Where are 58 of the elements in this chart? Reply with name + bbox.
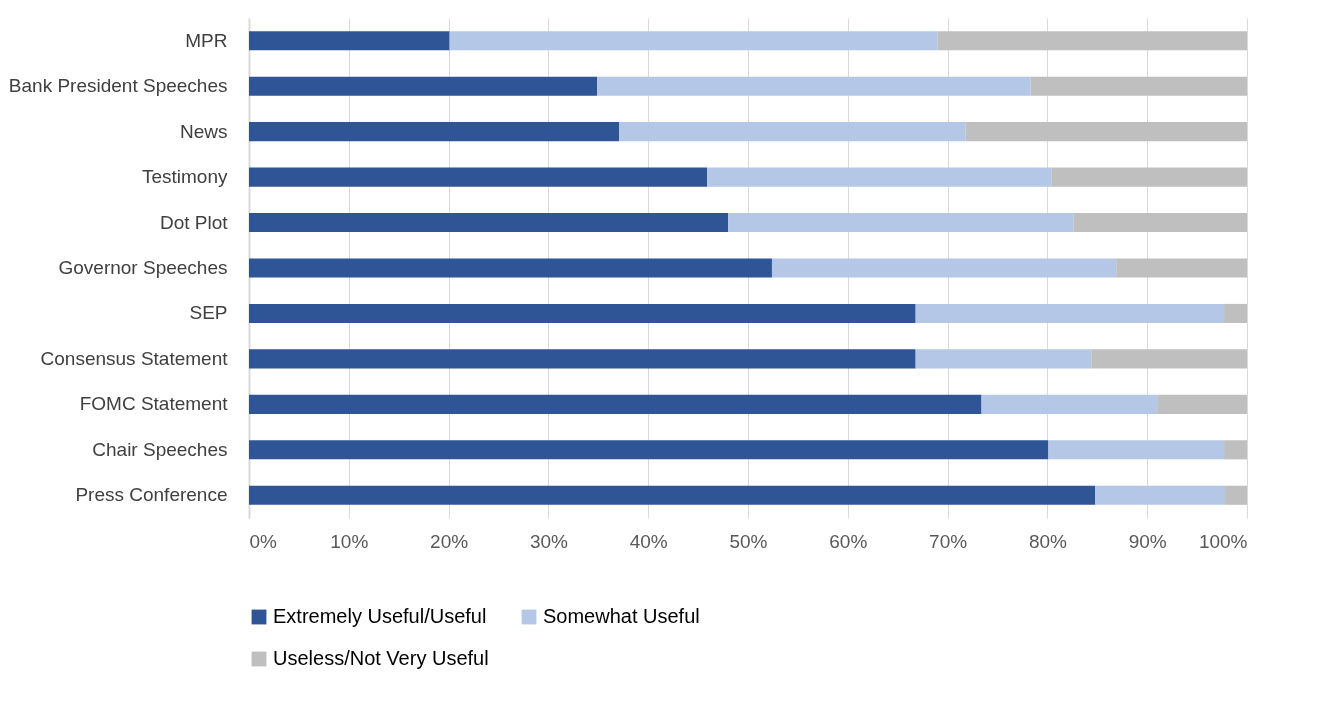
bar bbox=[1224, 440, 1247, 460]
x-tick-label: 30% bbox=[529, 530, 569, 552]
bar bbox=[249, 303, 916, 323]
bar bbox=[728, 213, 1074, 233]
bar bbox=[1091, 349, 1247, 369]
bar bbox=[249, 258, 772, 278]
y-tick-label: Chair Speeches bbox=[92, 438, 228, 460]
bar bbox=[1051, 167, 1247, 187]
legend-label: Somewhat Useful bbox=[543, 605, 700, 627]
bar bbox=[449, 31, 938, 51]
bar bbox=[249, 485, 1096, 505]
bar bbox=[249, 440, 1049, 460]
bar bbox=[1116, 258, 1247, 278]
bar bbox=[249, 76, 598, 96]
x-tick-label: 100% bbox=[1198, 530, 1248, 552]
bar bbox=[915, 303, 1225, 323]
y-tick-label: Governor Speeches bbox=[58, 257, 228, 278]
bar bbox=[619, 122, 966, 142]
x-tick-label: 90% bbox=[1128, 530, 1167, 552]
y-tick-label: Press Conference bbox=[75, 484, 228, 506]
x-tick-label: 50% bbox=[729, 530, 768, 552]
bar bbox=[1224, 303, 1247, 323]
legend-label: Extremely Useful/Useful bbox=[273, 605, 487, 627]
y-tick-label: News bbox=[179, 120, 228, 142]
y-tick-label: Testimony bbox=[141, 166, 228, 188]
bar bbox=[937, 31, 1247, 51]
bar bbox=[1095, 485, 1226, 505]
bar bbox=[249, 394, 982, 414]
bar bbox=[915, 349, 1092, 369]
y-tick-label: Consensus Statement bbox=[40, 347, 229, 369]
bar bbox=[1073, 213, 1247, 233]
bar bbox=[1157, 394, 1247, 414]
bar bbox=[1030, 76, 1247, 96]
x-tick-label: 60% bbox=[829, 530, 868, 552]
bar bbox=[597, 76, 1031, 96]
y-tick-label: Dot Plot bbox=[159, 211, 229, 233]
x-tick-label: 20% bbox=[430, 530, 469, 552]
y-tick-label: SEP bbox=[189, 302, 228, 324]
bar bbox=[249, 167, 708, 187]
bar bbox=[981, 394, 1158, 414]
bar bbox=[249, 122, 620, 142]
y-tick-label: MPR bbox=[185, 29, 228, 51]
bar bbox=[771, 258, 1117, 278]
x-tick-label: 10% bbox=[330, 530, 369, 552]
x-tick-label: 0% bbox=[249, 530, 278, 552]
bar bbox=[1048, 440, 1225, 460]
x-tick-label: 40% bbox=[629, 530, 668, 552]
bar bbox=[965, 122, 1247, 142]
bar bbox=[249, 31, 450, 51]
bar bbox=[1225, 485, 1247, 505]
bar bbox=[707, 167, 1052, 187]
legend-label: Useless/Not Very Useful bbox=[273, 647, 489, 669]
y-tick-label: FOMC Statement bbox=[79, 393, 229, 415]
bar bbox=[249, 213, 729, 233]
x-tick-label: 80% bbox=[1028, 530, 1068, 552]
y-tick-label: Bank President Speeches bbox=[8, 75, 228, 97]
bar bbox=[249, 349, 916, 369]
x-tick-label: 70% bbox=[929, 530, 968, 552]
